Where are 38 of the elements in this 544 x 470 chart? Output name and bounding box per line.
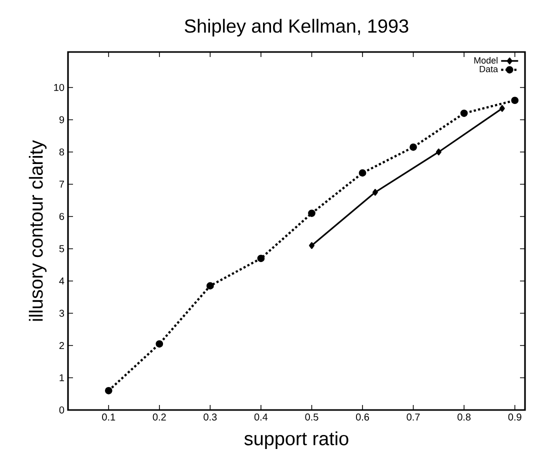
x-axis-title: support ratio	[244, 431, 348, 450]
y-tick-label: 1	[60, 374, 64, 382]
x-tick-label: 0.7	[406, 414, 420, 421]
y-tick-label: 0	[59, 406, 64, 414]
x-tick-label: 0.4	[254, 414, 268, 421]
point	[308, 210, 316, 217]
point	[257, 254, 265, 262]
y-tick-label: 5	[59, 245, 64, 252]
chart-title: Shipley and Kellman, 1993	[184, 18, 408, 36]
point	[410, 143, 417, 151]
point	[358, 169, 366, 177]
y-tick-label: 6	[59, 212, 64, 220]
point	[156, 340, 164, 348]
point	[104, 386, 112, 394]
y-tick-label: 10	[54, 84, 64, 91]
legend-label: Data	[480, 66, 498, 72]
x-tick-label: 0.5	[305, 414, 318, 421]
y-tick-label: 7	[59, 180, 64, 188]
x-tick-label: 0.3	[204, 414, 217, 421]
legend-label: Model	[474, 56, 498, 64]
y-tick-label: 4	[59, 278, 64, 284]
point	[206, 282, 214, 290]
x-tick-label: 0.1	[102, 414, 116, 421]
y-tick-label: 2	[59, 342, 64, 349]
y-axis-title: illusory contour clarity	[28, 140, 47, 321]
y-tick-label: 9	[59, 116, 64, 124]
x-tick-label: 0.6	[356, 414, 370, 421]
x-tick-label: 0.9	[508, 414, 522, 421]
x-tick-label: 0.8	[458, 414, 471, 421]
y-tick-label: 3	[59, 310, 64, 317]
point	[436, 148, 442, 156]
x-tick-label: 0.2	[152, 414, 166, 421]
y-tick-label: 8	[59, 148, 64, 156]
point	[372, 188, 378, 196]
point	[460, 110, 468, 117]
point	[511, 96, 519, 104]
point	[499, 105, 505, 112]
point	[308, 242, 314, 249]
